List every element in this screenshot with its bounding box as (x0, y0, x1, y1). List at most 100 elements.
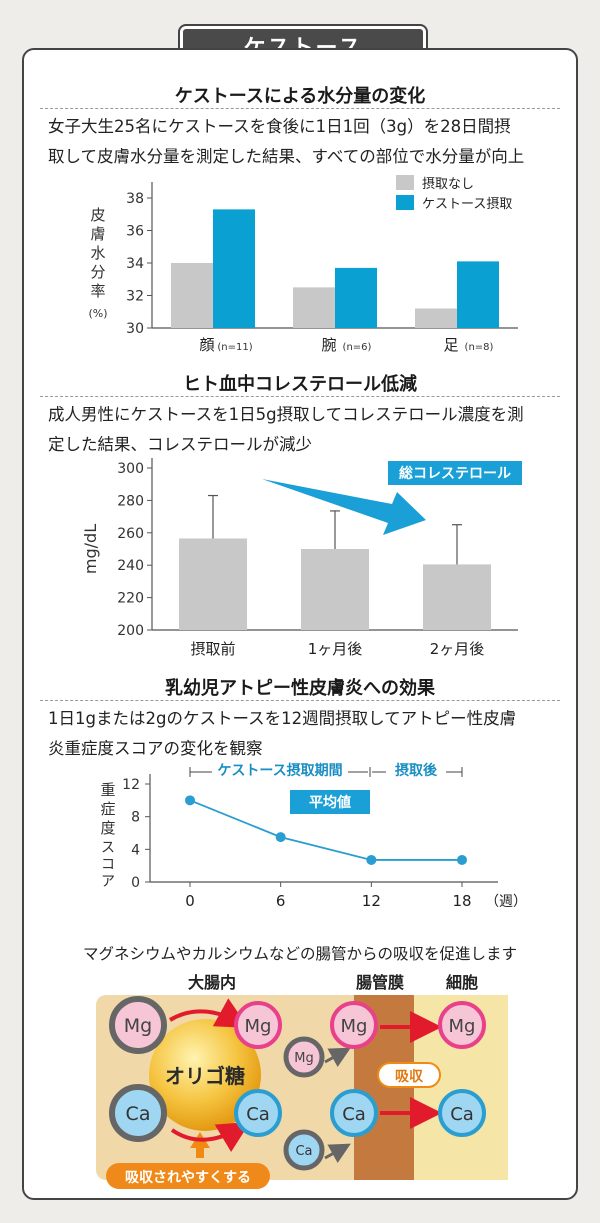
y-tick-label: 0 (131, 875, 140, 891)
y-axis-label: ス (101, 840, 115, 856)
y-axis-label: 膚 (90, 225, 105, 243)
moisture-desc-line1: 女子大生25名にケストースを食後に1日1回（3g）を28日間摂 (48, 117, 511, 136)
mg-ion: Mg (109, 996, 167, 1054)
oligosaccharide-circle (149, 1019, 261, 1131)
x-category-label: 顔 (199, 336, 214, 354)
ca-ion: Ca (438, 1089, 486, 1137)
y-axis-label: 水 (90, 244, 105, 262)
y-axis-label: ア (101, 874, 115, 890)
red-arrow (170, 1121, 251, 1153)
y-axis-label: 重 (100, 781, 115, 799)
absorb-badge (377, 1062, 441, 1088)
y-axis-label: mg/dL (81, 524, 100, 574)
legend-swatch (396, 175, 414, 190)
x-category-note: (n=6) (343, 342, 372, 353)
x-category-note: (n=11) (217, 342, 252, 353)
absorption-caption: マグネシウムやカルシウムなどの腸管からの吸収を促進します (82, 945, 517, 963)
divider (40, 700, 560, 701)
y-axis-unit: (%) (88, 307, 107, 320)
ca-label: Ca (450, 1104, 474, 1125)
mean-badge (290, 790, 370, 814)
ca-ion: Ca (283, 1129, 325, 1171)
easier-label: 吸収されやすくする (125, 1169, 251, 1186)
atopy-desc-line1: 1日1gまたは2gのケストースを12週間摂取してアトピー性皮膚 (48, 709, 517, 728)
bar-kestose (335, 267, 377, 328)
bar-control (293, 287, 335, 328)
x-category-label: 1ヶ月後 (308, 640, 363, 658)
total-cholesterol-label: 総コレステロール (399, 465, 511, 482)
col-cell-label: 細胞 (446, 973, 478, 992)
y-axis-label: コ (101, 857, 115, 873)
ca-ion: Ca (330, 1089, 378, 1137)
mg-label: Mg (294, 1051, 313, 1066)
legend-label: 摂取なし (422, 176, 474, 192)
divider (40, 396, 560, 397)
y-tick-label: 280 (117, 493, 144, 509)
moisture-desc-line2: 取して皮膚水分量を測定した結果、すべての部位で水分量が向上 (48, 147, 525, 166)
red-arrow (168, 998, 249, 1028)
x-tick-label: 6 (276, 892, 286, 910)
bar (301, 549, 369, 630)
mg-label: Mg (124, 1015, 152, 1037)
cholesterol-desc-line2: 定した結果、コレステロールが減少 (48, 435, 312, 454)
cholesterol-desc-line1: 成人男性にケストースを1日5g摂取してコレステロール濃度を測 (48, 405, 524, 424)
data-point (366, 854, 377, 865)
y-tick-label: 300 (117, 461, 144, 477)
y-tick-label: 220 (117, 591, 144, 607)
period-label-bg (212, 760, 348, 780)
gray-arrow (324, 1047, 351, 1068)
section-title-atopy: 乳幼児アトピー性皮膚炎への効果 (165, 678, 435, 699)
y-axis-label: 症 (100, 800, 115, 818)
x-category-label: 摂取前 (190, 640, 235, 658)
x-category-label: 2ヶ月後 (430, 640, 485, 658)
data-point (275, 832, 286, 843)
divider (40, 108, 560, 109)
series-line (189, 799, 462, 861)
period-label-bg (386, 760, 446, 780)
y-tick-label: 38 (126, 191, 144, 207)
mg-label: Mg (449, 1016, 476, 1037)
legend-label: ケストース摂取 (422, 196, 512, 212)
y-axis-label: 皮 (90, 206, 105, 224)
y-tick-label: 260 (117, 526, 144, 542)
legend-swatch (396, 195, 414, 210)
ca-ion: Ca (234, 1089, 282, 1137)
mg-ion: Mg (234, 1001, 282, 1049)
col-membrane-label: 腸管膜 (356, 973, 404, 992)
mg-ion: Mg (330, 1001, 378, 1049)
mg-label: Mg (245, 1016, 272, 1037)
oligo-label: オリゴ糖 (165, 1064, 245, 1088)
y-tick-label: 30 (126, 321, 144, 337)
data-point (185, 795, 195, 806)
y-tick-label: 32 (126, 289, 144, 305)
after-period-label: 摂取後 (395, 762, 438, 779)
data-point (457, 854, 467, 865)
mg-ion: Mg (283, 1036, 325, 1078)
easier-badge (106, 1163, 270, 1189)
total-cholesterol-badge (388, 461, 522, 485)
ca-label: Ca (126, 1103, 151, 1125)
section-title-cholesterol: ヒト血中コレステロール低減 (183, 374, 417, 395)
bar (423, 564, 491, 630)
col-intestine-label: 大腸内 (188, 973, 236, 992)
y-tick-label: 8 (131, 810, 140, 826)
trend-arrow (262, 479, 426, 535)
y-axis-label: 率 (90, 282, 105, 300)
x-category-label: 足 (443, 336, 458, 354)
intake-period-label: ケストース摂取期間 (217, 762, 342, 779)
y-axis-label: 度 (100, 819, 115, 837)
y-tick-label: 200 (117, 623, 144, 639)
y-axis-label: 分 (90, 263, 105, 281)
bar (179, 538, 247, 630)
atopy-desc-line2: 炎重症度スコアの変化を観察 (48, 739, 263, 758)
mg-ion: Mg (438, 1001, 486, 1049)
absorb-label: 吸収 (395, 1068, 424, 1085)
y-tick-label: 4 (131, 842, 140, 858)
bar-kestose (213, 209, 255, 328)
mean-label: 平均値 (309, 794, 351, 811)
ca-ion: Ca (109, 1084, 167, 1142)
mg-label: Mg (341, 1016, 368, 1037)
x-category-note: (n=8) (465, 342, 494, 353)
